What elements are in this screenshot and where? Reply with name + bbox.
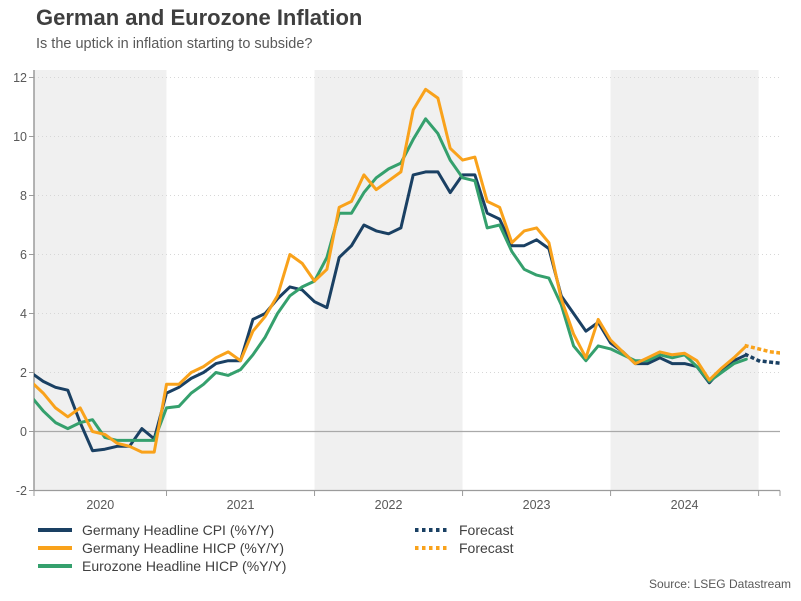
forecast-hicp-dotted-swatch (415, 546, 449, 550)
x-tick-label: 2022 (375, 498, 403, 512)
x-tick-label: 2023 (523, 498, 551, 512)
legend-label: Germany Headline CPI (%Y/Y) (82, 522, 275, 538)
y-tick-label: 0 (20, 425, 27, 439)
y-tick-label: -2 (16, 484, 27, 498)
y-tick-label: 12 (13, 71, 27, 85)
forecast-germany-hicp (744, 343, 780, 355)
x-tick-label: 2021 (227, 498, 255, 512)
page-title: German and Eurozone Inflation (36, 5, 363, 30)
source-attribution: Source: LSEG Datastream (648, 577, 791, 591)
y-tick-label: 6 (20, 248, 27, 262)
y-tick-label: 10 (13, 130, 27, 144)
forecast-germany-cpi (743, 352, 780, 365)
forecast-cpi-dotted-swatch (415, 528, 449, 532)
legend-label: Eurozone Headline HICP (%Y/Y) (82, 558, 287, 574)
legend-item-eurozone-hicp: Eurozone Headline HICP (%Y/Y) (38, 557, 768, 575)
year-band-2024 (610, 70, 759, 491)
page-subtitle: Is the uptick in inflation starting to s… (36, 36, 313, 52)
germany-cpi-line-swatch (38, 528, 72, 532)
legend-label: Forecast (459, 522, 514, 538)
x-tick-label: 2020 (86, 498, 114, 512)
y-tick-label: 4 (20, 307, 27, 321)
series-germany-hicp (34, 87, 748, 454)
legend-right-column: Forecast Forecast (415, 521, 513, 557)
x-tick-label: 2024 (671, 498, 699, 512)
y-tick-label: 8 (20, 189, 27, 203)
legend-label: Germany Headline HICP (%Y/Y) (82, 540, 285, 556)
year-band-2022 (314, 70, 463, 491)
legend-item-forecast-cpi: Forecast (415, 521, 513, 539)
legend-item-forecast-hicp: Forecast (415, 539, 513, 557)
legend-left-column: Germany Headline CPI (%Y/Y) Germany Head… (38, 521, 768, 575)
legend: Germany Headline CPI (%Y/Y) Germany Head… (38, 521, 768, 575)
y-tick-label: 2 (20, 366, 27, 380)
legend-label: Forecast (459, 540, 514, 556)
germany-hicp-line-swatch (38, 546, 72, 550)
eurozone-hicp-line-swatch (38, 564, 72, 568)
legend-item-germany-hicp: Germany Headline HICP (%Y/Y) (38, 539, 768, 557)
legend-item-germany-cpi: Germany Headline CPI (%Y/Y) (38, 521, 768, 539)
year-band-2020 (34, 70, 167, 491)
